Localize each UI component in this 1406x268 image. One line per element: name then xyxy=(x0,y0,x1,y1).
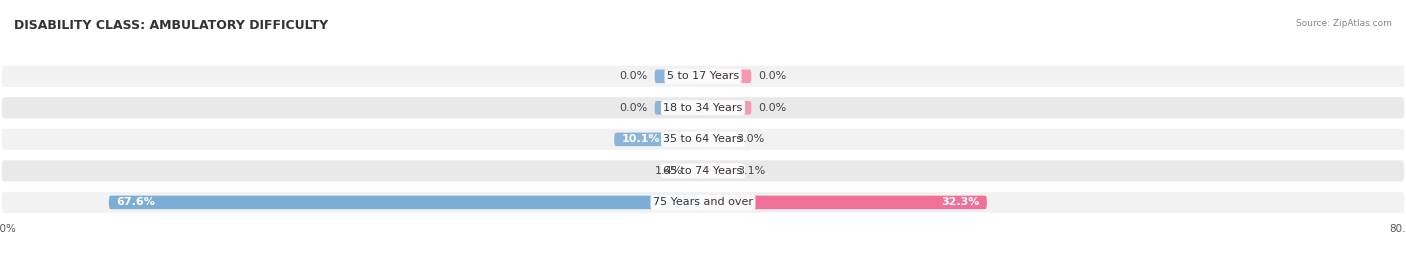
Text: 65 to 74 Years: 65 to 74 Years xyxy=(664,166,742,176)
Text: 3.0%: 3.0% xyxy=(737,134,765,144)
FancyBboxPatch shape xyxy=(0,64,1406,89)
Text: 67.6%: 67.6% xyxy=(115,198,155,207)
FancyBboxPatch shape xyxy=(0,159,1406,183)
Text: 10.1%: 10.1% xyxy=(621,134,659,144)
Text: 0.0%: 0.0% xyxy=(620,103,648,113)
Text: 35 to 64 Years: 35 to 64 Years xyxy=(664,134,742,144)
FancyBboxPatch shape xyxy=(703,133,730,146)
FancyBboxPatch shape xyxy=(0,127,1406,152)
FancyBboxPatch shape xyxy=(655,101,703,115)
Text: DISABILITY CLASS: AMBULATORY DIFFICULTY: DISABILITY CLASS: AMBULATORY DIFFICULTY xyxy=(14,19,328,32)
Text: 0.0%: 0.0% xyxy=(758,103,786,113)
Text: 0.0%: 0.0% xyxy=(620,71,648,81)
FancyBboxPatch shape xyxy=(0,95,1406,120)
FancyBboxPatch shape xyxy=(614,133,703,146)
Text: Source: ZipAtlas.com: Source: ZipAtlas.com xyxy=(1296,19,1392,28)
Text: 75 Years and over: 75 Years and over xyxy=(652,198,754,207)
FancyBboxPatch shape xyxy=(703,69,751,83)
Text: 5 to 17 Years: 5 to 17 Years xyxy=(666,71,740,81)
Text: 3.1%: 3.1% xyxy=(737,166,765,176)
FancyBboxPatch shape xyxy=(703,164,730,178)
Text: 1.4%: 1.4% xyxy=(655,166,683,176)
FancyBboxPatch shape xyxy=(703,196,987,209)
Text: 0.0%: 0.0% xyxy=(758,71,786,81)
FancyBboxPatch shape xyxy=(655,69,703,83)
FancyBboxPatch shape xyxy=(110,196,703,209)
FancyBboxPatch shape xyxy=(0,190,1406,215)
FancyBboxPatch shape xyxy=(690,164,703,178)
FancyBboxPatch shape xyxy=(703,101,751,115)
Text: 18 to 34 Years: 18 to 34 Years xyxy=(664,103,742,113)
Text: 32.3%: 32.3% xyxy=(942,198,980,207)
